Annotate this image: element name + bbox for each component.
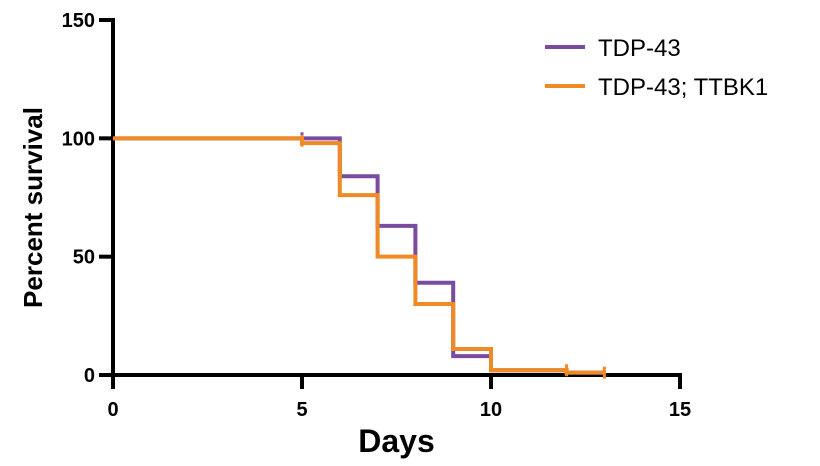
x-tick-label: 10: [480, 399, 502, 421]
y-axis-title: Percent survival: [18, 107, 48, 308]
legend-label-0: TDP-43: [598, 35, 681, 62]
x-axis-title: Days: [358, 423, 435, 459]
y-tick-label: 50: [73, 247, 95, 269]
axes: 0 50 100 150 0 5 10 15: [62, 10, 692, 421]
series-line-1: [113, 136, 605, 375]
legend-label-1: TDP-43; TTBK1: [598, 74, 768, 101]
x-tick-label: 0: [107, 399, 118, 421]
series-line-0: [113, 136, 605, 375]
y-tick-label: 150: [62, 10, 95, 32]
y-tick-label: 100: [62, 128, 95, 150]
x-tick-label: 5: [296, 399, 307, 421]
series-lines: [113, 132, 606, 379]
x-tick-label: 15: [669, 399, 691, 421]
y-tick-label: 0: [84, 365, 95, 387]
legend: TDP-43 TDP-43; TTBK1: [545, 35, 768, 101]
